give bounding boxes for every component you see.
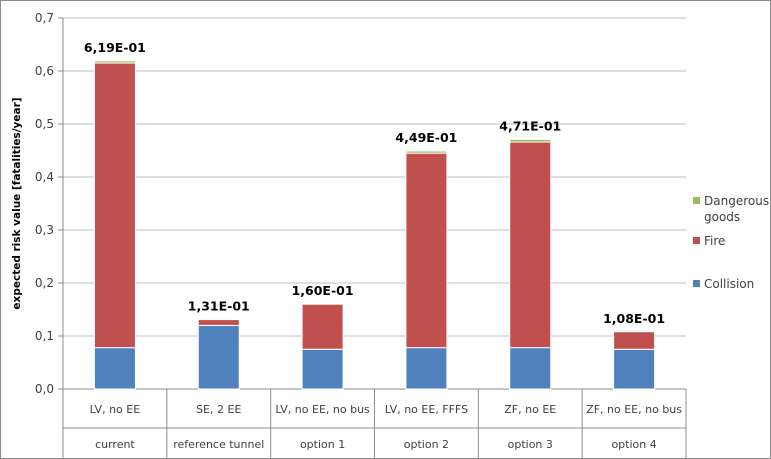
bar-segment-fire [509, 141, 552, 349]
legend-swatch [693, 197, 700, 204]
bar-segment-fire [405, 152, 448, 349]
bar-segment-dangerous-goods [93, 60, 136, 64]
category-group-label: reference tunnel [173, 438, 264, 451]
category-label: LV, no EE, FFFS [385, 403, 468, 416]
bar-segment-collision [509, 347, 552, 390]
total-data-label: 1,31E-01 [188, 299, 250, 314]
bar-segment-fire [613, 331, 656, 350]
bar-segment-collision [93, 347, 136, 390]
category-label: ZF, no EE [504, 403, 556, 416]
legend-label: goods [704, 210, 740, 224]
y-tick-label: 0,7 [35, 11, 54, 25]
bar-segment-fire [197, 319, 240, 326]
category-group-label: option 4 [611, 438, 656, 451]
category-label: SE, 2 EE [196, 403, 241, 416]
legend-label: Fire [704, 234, 725, 248]
total-data-label: 6,19E-01 [84, 40, 146, 55]
total-data-label: 1,08E-01 [603, 311, 665, 326]
category-group-label: current [95, 438, 135, 451]
category-label: LV, no EE [90, 403, 141, 416]
bar-segment-collision [405, 347, 448, 390]
category-group-label: option 2 [404, 438, 449, 451]
legend-label: Collision [704, 277, 754, 291]
bar-segment-dangerous-goods [405, 150, 448, 154]
y-tick-label: 0,6 [35, 64, 54, 78]
total-data-label: 4,49E-01 [395, 130, 457, 145]
y-tick-label: 0,5 [35, 117, 54, 131]
total-data-label: 4,71E-01 [499, 118, 561, 133]
y-tick-label: 0,2 [35, 276, 54, 290]
y-tick-label: 0,0 [35, 382, 54, 396]
legend-label: Dangerous [704, 194, 769, 208]
bar-segment-dangerous-goods [509, 138, 552, 143]
y-axis-label: expected risk value [fatalities/year] [11, 97, 23, 309]
bar-segment-fire [301, 303, 344, 350]
total-data-label: 1,60E-01 [292, 283, 354, 298]
bar-segment-collision [613, 348, 656, 390]
legend-swatch [693, 280, 700, 287]
bar-segment-collision [197, 324, 240, 390]
bar-segment-collision [301, 348, 344, 390]
category-group-label: option 1 [300, 438, 345, 451]
y-tick-label: 0,1 [35, 329, 54, 343]
y-tick-label: 0,3 [35, 223, 54, 237]
category-label: ZF, no EE, no bus [586, 403, 682, 416]
category-group-label: option 3 [508, 438, 553, 451]
category-label: LV, no EE, no bus [275, 403, 370, 416]
bar-segment-fire [93, 62, 136, 349]
y-tick-label: 0,4 [35, 170, 54, 184]
legend-swatch [693, 237, 700, 244]
